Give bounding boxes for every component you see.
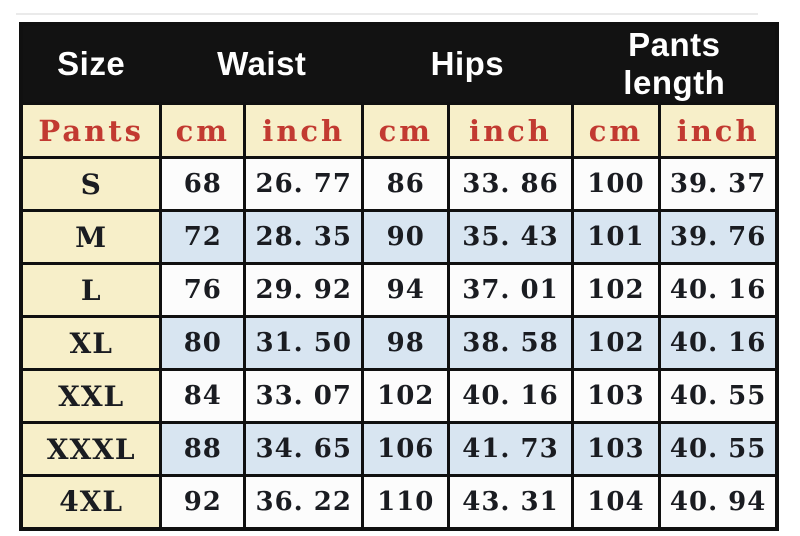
waist-inch-value: 33. 07	[243, 368, 365, 424]
hips-inch-value: 38. 58	[447, 315, 574, 371]
waist-cm-value: 88	[159, 421, 247, 477]
header-hips: Hips	[361, 22, 574, 105]
length-cm-value: 102	[570, 315, 662, 371]
hips-cm-value: 98	[361, 315, 451, 371]
hips-inch-value: 43. 31	[447, 474, 574, 530]
waist-inch-value: 34. 65	[243, 421, 365, 477]
waist-inch-value: 29. 92	[243, 262, 365, 318]
size-chart-table-wrap: Size Waist Hips Pants length Pants cm in…	[19, 22, 779, 531]
size-label: M	[19, 209, 163, 265]
unit-length-cm: cm	[570, 102, 662, 159]
length-inch-value: 39. 37	[658, 156, 779, 212]
size-label: S	[19, 156, 163, 212]
decorative-line	[16, 13, 758, 15]
unit-hips-inch: inch	[447, 102, 574, 159]
length-inch-value: 40. 16	[658, 315, 779, 371]
size-label: XXL	[19, 368, 163, 424]
hips-inch-value: 33. 86	[447, 156, 574, 212]
length-inch-value: 40. 16	[658, 262, 779, 318]
group-header-row: Size Waist Hips Pants length	[19, 22, 779, 105]
hips-cm-value: 94	[361, 262, 451, 318]
waist-cm-value: 84	[159, 368, 247, 424]
length-inch-value: 40. 94	[658, 474, 779, 530]
length-inch-value: 40. 55	[658, 368, 779, 424]
length-cm-value: 101	[570, 209, 662, 265]
waist-inch-value: 26. 77	[243, 156, 365, 212]
length-cm-value: 100	[570, 156, 662, 212]
length-cm-value: 102	[570, 262, 662, 318]
waist-cm-value: 72	[159, 209, 247, 265]
length-cm-value: 103	[570, 421, 662, 477]
size-chart-table: Size Waist Hips Pants length Pants cm in…	[19, 22, 779, 531]
table-row-s: S 68 26. 77 86 33. 86 100 39. 37	[19, 156, 779, 212]
length-cm-value: 103	[570, 368, 662, 424]
hips-cm-value: 86	[361, 156, 451, 212]
unit-waist-inch: inch	[243, 102, 365, 159]
hips-inch-value: 41. 73	[447, 421, 574, 477]
header-waist: Waist	[159, 22, 365, 105]
unit-pants-label: Pants	[19, 102, 163, 159]
waist-inch-value: 36. 22	[243, 474, 365, 530]
header-pants-length: Pants length	[570, 22, 779, 105]
unit-waist-cm: cm	[159, 102, 247, 159]
hips-cm-value: 110	[361, 474, 451, 530]
table-row-m: M 72 28. 35 90 35. 43 101 39. 76	[19, 209, 779, 265]
length-inch-value: 40. 55	[658, 421, 779, 477]
size-label: XXXL	[19, 421, 163, 477]
table-row-xxxl: XXXL 88 34. 65 106 41. 73 103 40. 55	[19, 421, 779, 477]
waist-cm-value: 76	[159, 262, 247, 318]
table-row-l: L 76 29. 92 94 37. 01 102 40. 16	[19, 262, 779, 318]
waist-cm-value: 68	[159, 156, 247, 212]
hips-inch-value: 35. 43	[447, 209, 574, 265]
table-row-4xl: 4XL 92 36. 22 110 43. 31 104 40. 94	[19, 474, 779, 530]
hips-cm-value: 90	[361, 209, 451, 265]
size-label: L	[19, 262, 163, 318]
header-size: Size	[19, 22, 163, 105]
hips-cm-value: 106	[361, 421, 451, 477]
waist-inch-value: 28. 35	[243, 209, 365, 265]
size-label: 4XL	[19, 474, 163, 530]
table-row-xl: XL 80 31. 50 98 38. 58 102 40. 16	[19, 315, 779, 371]
hips-cm-value: 102	[361, 368, 451, 424]
waist-inch-value: 31. 50	[243, 315, 365, 371]
hips-inch-value: 37. 01	[447, 262, 574, 318]
size-label: XL	[19, 315, 163, 371]
unit-header-row: Pants cm inch cm inch cm inch	[19, 102, 779, 159]
length-cm-value: 104	[570, 474, 662, 530]
waist-cm-value: 92	[159, 474, 247, 530]
waist-cm-value: 80	[159, 315, 247, 371]
length-inch-value: 39. 76	[658, 209, 779, 265]
table-row-xxl: XXL 84 33. 07 102 40. 16 103 40. 55	[19, 368, 779, 424]
unit-length-inch: inch	[658, 102, 779, 159]
unit-hips-cm: cm	[361, 102, 451, 159]
hips-inch-value: 40. 16	[447, 368, 574, 424]
